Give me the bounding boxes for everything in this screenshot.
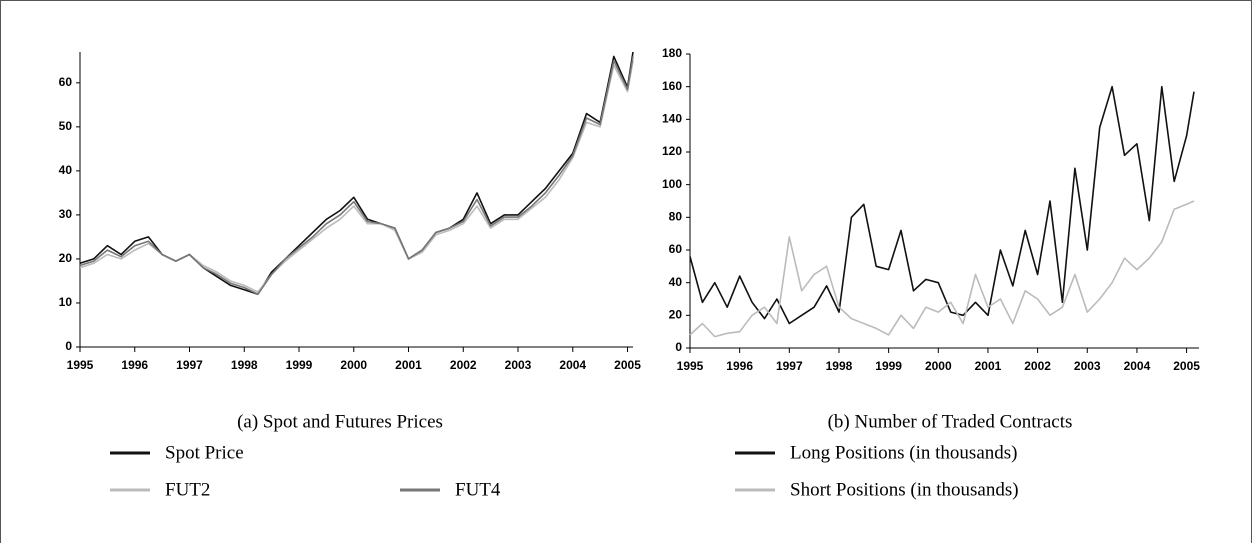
y-tick-label: 60 bbox=[669, 242, 683, 256]
series-line bbox=[79, 60, 634, 293]
caption: (b) Number of Traded Contracts bbox=[828, 411, 1073, 432]
x-tick-label: 2004 bbox=[559, 358, 586, 372]
x-tick-label: 1999 bbox=[286, 358, 313, 372]
series-line bbox=[689, 200, 1195, 338]
x-tick-label: 2004 bbox=[1124, 359, 1151, 373]
x-tick-label: 1996 bbox=[121, 358, 148, 372]
y-tick-label: 140 bbox=[662, 112, 682, 126]
legend-label: Spot Price bbox=[165, 442, 244, 463]
x-tick-label: 2000 bbox=[340, 358, 367, 372]
y-tick-label: 40 bbox=[669, 275, 683, 289]
legend-label: FUT2 bbox=[165, 479, 210, 500]
x-tick-label: 1997 bbox=[176, 358, 203, 372]
x-tick-label: 2002 bbox=[1024, 359, 1051, 373]
y-tick-label: 100 bbox=[662, 177, 682, 191]
y-tick-label: 120 bbox=[662, 144, 682, 158]
x-tick-label: 2001 bbox=[975, 359, 1002, 373]
legend-label: Short Positions (in thousands) bbox=[790, 479, 1019, 500]
x-tick-label: 1998 bbox=[231, 358, 258, 372]
y-tick-label: 0 bbox=[65, 339, 72, 353]
y-tick-label: 30 bbox=[59, 207, 73, 221]
y-tick-label: 0 bbox=[675, 340, 682, 354]
y-tick-label: 20 bbox=[669, 308, 683, 322]
x-tick-label: 1998 bbox=[826, 359, 853, 373]
x-tick-label: 1995 bbox=[67, 358, 94, 372]
x-tick-label: 2005 bbox=[614, 358, 641, 372]
x-tick-label: 2002 bbox=[450, 358, 477, 372]
y-tick-label: 40 bbox=[59, 163, 73, 177]
legend-label: FUT4 bbox=[455, 479, 501, 500]
series-line bbox=[79, 51, 634, 295]
x-tick-label: 2003 bbox=[505, 358, 532, 372]
x-tick-label: 1995 bbox=[677, 359, 704, 373]
y-tick-label: 10 bbox=[59, 295, 73, 309]
y-tick-label: 80 bbox=[669, 210, 683, 224]
x-tick-label: 2005 bbox=[1173, 359, 1200, 373]
x-tick-label: 1996 bbox=[726, 359, 753, 373]
x-tick-label: 1999 bbox=[875, 359, 902, 373]
x-tick-label: 2000 bbox=[925, 359, 952, 373]
y-tick-label: 50 bbox=[59, 119, 73, 133]
x-tick-label: 1997 bbox=[776, 359, 803, 373]
caption: (a) Spot and Futures Prices bbox=[237, 411, 443, 432]
series-line bbox=[689, 85, 1195, 325]
series-line bbox=[79, 56, 634, 295]
x-tick-label: 2001 bbox=[395, 358, 422, 372]
y-tick-label: 60 bbox=[59, 75, 73, 89]
legend-label: Long Positions (in thousands) bbox=[790, 442, 1017, 463]
y-tick-label: 180 bbox=[662, 46, 682, 60]
x-tick-label: 2003 bbox=[1074, 359, 1101, 373]
y-tick-label: 160 bbox=[662, 79, 682, 93]
y-tick-label: 20 bbox=[59, 251, 73, 265]
